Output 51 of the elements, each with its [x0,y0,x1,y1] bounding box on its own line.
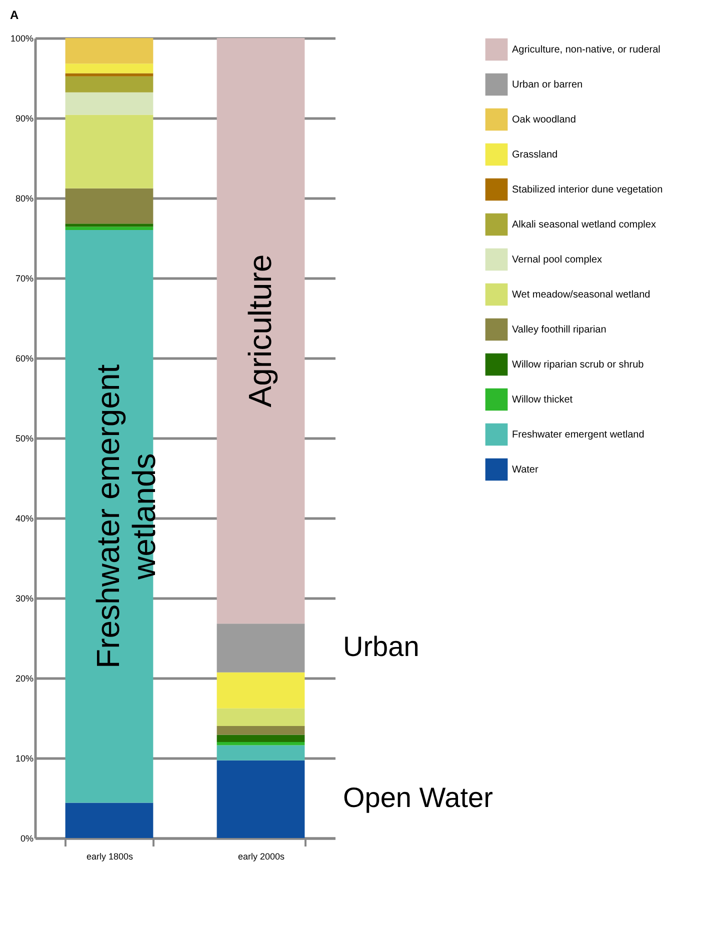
bar [65,224,154,227]
bar [65,38,154,64]
text: Urban [343,631,420,662]
legend-label: Oak woodland [512,114,576,126]
y-tick-label: 30% [15,594,34,604]
bar [216,742,305,746]
bar [65,76,154,92]
bar [65,802,154,838]
bar [65,188,154,224]
legend-label: Water [512,464,539,476]
legend-label: Wet meadow/seasonal wetland [512,290,650,300]
legend-label: Valley foothill riparian [512,324,606,336]
text: Open Water [343,782,493,814]
bar [216,38,305,624]
bar [65,226,154,230]
legend-label: Willow riparian scrub or shrub [512,360,644,370]
bar [65,92,154,115]
bar [65,114,154,188]
legend-label: Freshwater emergent wetland [512,430,644,440]
y-tick-label: 50% [15,434,34,444]
legend-label: Grassland [512,150,558,160]
bar [216,672,305,708]
legend-label: Stabilized interior dune vegetation [512,184,663,196]
bar [216,708,305,726]
legend-label: Urban or barren [512,80,583,90]
y-tick-label: 20% [15,674,34,684]
annotation: Agriculture [242,254,278,408]
x-tick-label: early 2000s [238,852,286,862]
y-tick-label: 40% [15,514,34,524]
legend-label: Vernal pool complex [512,254,602,266]
y-tick-label: 60% [15,354,34,364]
bar [65,64,154,74]
bar [216,624,305,672]
bar [216,760,305,838]
chart-title: A [10,8,19,22]
bar [216,745,305,760]
x-tick-label: early 1800s [86,852,134,862]
bar [216,734,305,742]
bar [216,726,305,735]
y-tick-label: 10% [15,754,34,764]
y-tick-label: 80% [15,194,34,204]
y-tick-label: 70% [15,274,34,284]
bar [65,230,154,803]
y-tick-label: 100% [10,34,34,44]
legend-label: Agriculture, non-native, or ruderal [512,44,660,56]
y-tick-label: 90% [15,114,34,124]
annotation: Freshwater emergent wetlands [90,364,162,668]
legend-label: Willow thicket [512,394,573,406]
bar [65,73,154,76]
legend-label: Alkali seasonal wetland complex [512,220,656,230]
y-tick-label: 0% [20,834,34,844]
